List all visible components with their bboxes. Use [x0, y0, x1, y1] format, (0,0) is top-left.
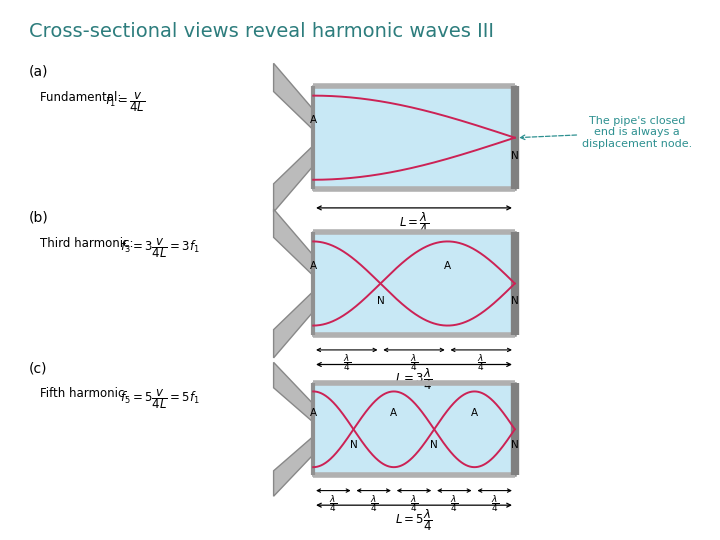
Text: N: N: [511, 296, 518, 307]
Text: $f_3 = 3\dfrac{v}{4L} = 3f_1$: $f_3 = 3\dfrac{v}{4L} = 3f_1$: [120, 237, 200, 260]
Text: $L = 5\dfrac{\lambda}{4}$: $L = 5\dfrac{\lambda}{4}$: [395, 508, 433, 533]
Text: (a): (a): [29, 64, 48, 78]
Text: $\dfrac{\lambda}{4}$: $\dfrac{\lambda}{4}$: [369, 492, 378, 514]
Polygon shape: [274, 292, 313, 358]
Text: (c): (c): [29, 361, 48, 375]
Text: $\dfrac{\lambda}{4}$: $\dfrac{\lambda}{4}$: [477, 352, 485, 373]
Bar: [313, 232, 515, 335]
Polygon shape: [274, 146, 313, 212]
Text: $L = \dfrac{\lambda}{4}$: $L = \dfrac{\lambda}{4}$: [399, 210, 429, 236]
Text: The pipe's closed
end is always a
displacement node.: The pipe's closed end is always a displa…: [521, 116, 693, 149]
Text: $\dfrac{\lambda}{4}$: $\dfrac{\lambda}{4}$: [329, 492, 338, 514]
Text: Fundamental:: Fundamental:: [40, 91, 125, 104]
Text: N: N: [511, 151, 518, 161]
Text: $\dfrac{\lambda}{4}$: $\dfrac{\lambda}{4}$: [410, 352, 418, 373]
Text: A: A: [444, 260, 451, 271]
Bar: [313, 86, 515, 189]
Text: $L = 3\dfrac{\lambda}{4}$: $L = 3\dfrac{\lambda}{4}$: [395, 367, 433, 393]
Text: A: A: [310, 260, 317, 271]
Text: $\dfrac{\lambda}{4}$: $\dfrac{\lambda}{4}$: [410, 492, 418, 514]
Text: N: N: [431, 441, 438, 450]
Polygon shape: [274, 63, 313, 130]
Text: N: N: [377, 296, 384, 307]
Text: (b): (b): [29, 210, 48, 224]
Text: $\dfrac{\lambda}{4}$: $\dfrac{\lambda}{4}$: [343, 352, 351, 373]
Text: $\dfrac{\lambda}{4}$: $\dfrac{\lambda}{4}$: [490, 492, 499, 514]
Text: N: N: [350, 441, 357, 450]
Bar: [313, 383, 515, 476]
Text: $\dfrac{\lambda}{4}$: $\dfrac{\lambda}{4}$: [450, 492, 459, 514]
Text: A: A: [471, 408, 478, 418]
Polygon shape: [274, 362, 313, 422]
Text: Fifth harmonic:: Fifth harmonic:: [40, 388, 132, 401]
Text: Cross-sectional views reveal harmonic waves III: Cross-sectional views reveal harmonic wa…: [29, 22, 494, 40]
Text: A: A: [310, 408, 317, 418]
Text: $f_1 = \dfrac{v}{4L}$: $f_1 = \dfrac{v}{4L}$: [105, 91, 145, 114]
Text: A: A: [390, 408, 397, 418]
Text: N: N: [511, 441, 518, 450]
Polygon shape: [274, 209, 313, 275]
Text: $f_5 = 5\dfrac{v}{4L} = 5f_1$: $f_5 = 5\dfrac{v}{4L} = 5f_1$: [120, 388, 200, 411]
Polygon shape: [274, 436, 313, 496]
Text: Third harmonic:: Third harmonic:: [40, 237, 137, 249]
Text: A: A: [310, 114, 317, 125]
